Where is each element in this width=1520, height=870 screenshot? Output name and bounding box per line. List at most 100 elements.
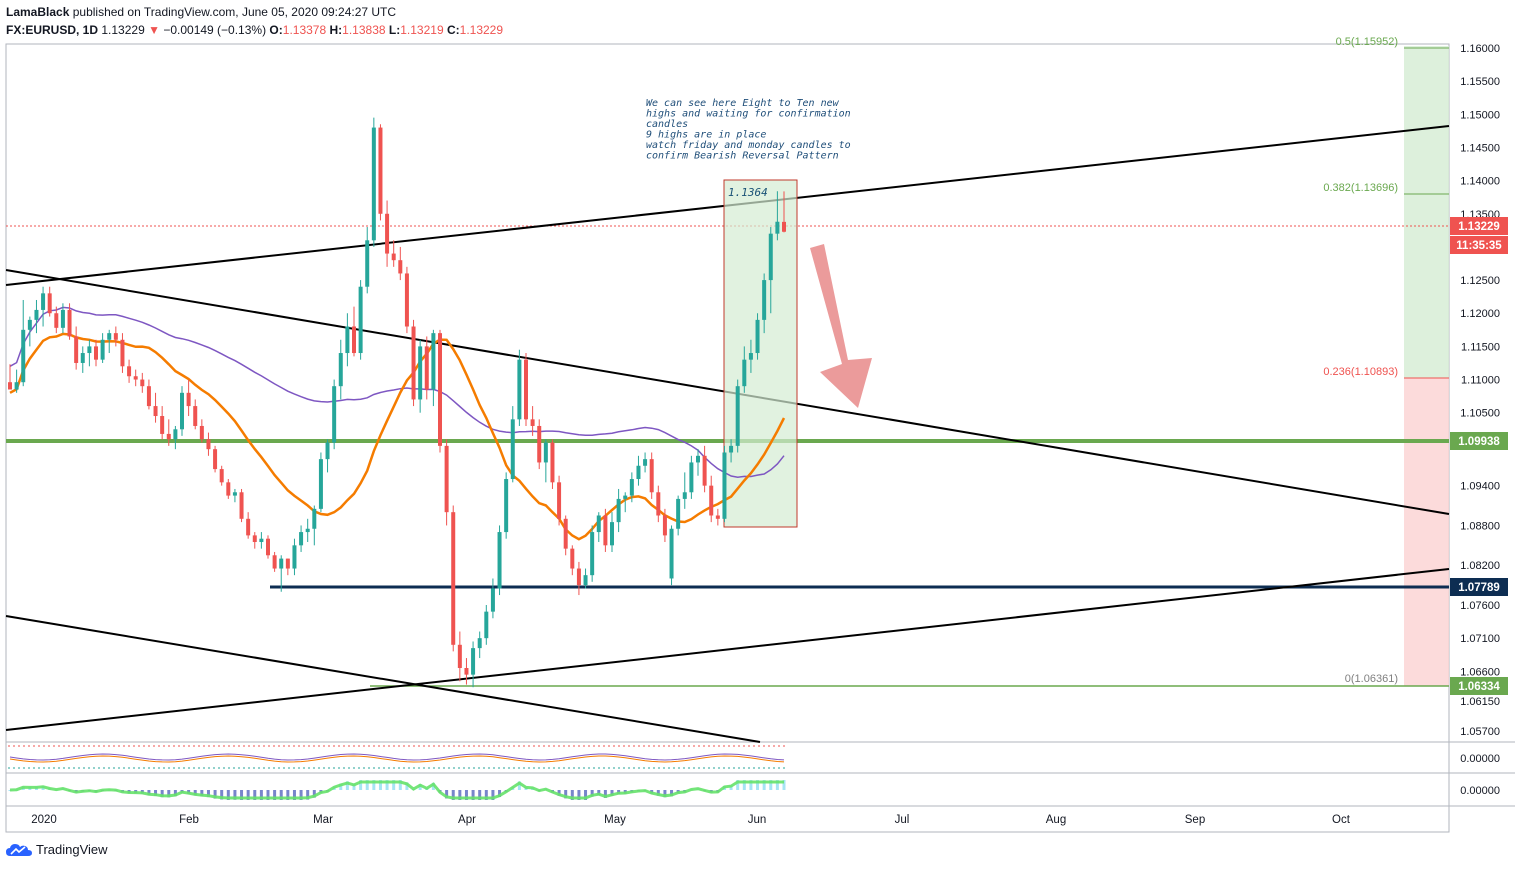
candle-body[interactable]: [729, 445, 734, 453]
candle-body[interactable]: [239, 492, 244, 519]
candle-body[interactable]: [610, 522, 614, 546]
candle-body[interactable]: [629, 479, 634, 496]
candle-body[interactable]: [41, 293, 46, 310]
candle-body[interactable]: [715, 515, 720, 519]
candle-body[interactable]: [180, 392, 184, 430]
candle-body[interactable]: [100, 339, 105, 360]
candle-body[interactable]: [689, 462, 694, 493]
candle-body[interactable]: [292, 545, 297, 569]
candle-body[interactable]: [226, 482, 231, 496]
candle-body[interactable]: [266, 538, 270, 556]
candle-body[interactable]: [160, 416, 165, 434]
candle-body[interactable]: [325, 442, 330, 460]
trendline-bottom-falling[interactable]: [5, 615, 761, 743]
candle-body[interactable]: [570, 548, 575, 569]
candle-body[interactable]: [27, 319, 32, 330]
candle-body[interactable]: [656, 492, 661, 516]
candle-body[interactable]: [457, 644, 462, 669]
candle-body[interactable]: [193, 406, 198, 426]
candle-body[interactable]: [87, 346, 92, 354]
candle-body[interactable]: [682, 492, 687, 499]
candle-body[interactable]: [345, 326, 350, 354]
candle-body[interactable]: [54, 313, 59, 328]
candle-body[interactable]: [299, 532, 304, 546]
candle-body[interactable]: [722, 452, 727, 519]
candle-body[interactable]: [543, 442, 548, 463]
candle-body[interactable]: [338, 353, 343, 387]
candle-body[interactable]: [524, 359, 528, 420]
highlight-box[interactable]: [723, 179, 798, 528]
candle-body[interactable]: [735, 386, 740, 446]
candle-body[interactable]: [424, 346, 429, 390]
candle-body[interactable]: [120, 339, 125, 367]
candle-body[interactable]: [411, 326, 416, 400]
candle-body[interactable]: [636, 465, 641, 480]
candle-body[interactable]: [113, 333, 118, 340]
candle-body[interactable]: [782, 221, 786, 232]
candle-body[interactable]: [385, 213, 390, 254]
candle-body[interactable]: [484, 611, 489, 639]
candle-body[interactable]: [332, 386, 337, 443]
candle-body[interactable]: [775, 221, 780, 234]
candle-body[interactable]: [358, 286, 363, 354]
publisher-name[interactable]: LamaBlack: [6, 5, 70, 19]
candle-body[interactable]: [537, 425, 542, 463]
candle-body[interactable]: [252, 535, 257, 543]
candle-body[interactable]: [649, 459, 654, 493]
candle-body[interactable]: [755, 319, 760, 354]
tradingview-logo[interactable]: TradingView: [6, 842, 108, 857]
candle-body[interactable]: [94, 346, 98, 360]
candle-body[interactable]: [643, 459, 648, 466]
candle-body[interactable]: [279, 558, 284, 569]
candle-body[interactable]: [352, 326, 356, 354]
candle-body[interactable]: [444, 445, 449, 513]
candle-body[interactable]: [259, 538, 264, 543]
symbol-label[interactable]: FX:EURUSD, 1D: [6, 23, 99, 37]
candle-body[interactable]: [696, 455, 700, 463]
candle-body[interactable]: [530, 419, 535, 426]
candle-body[interactable]: [563, 518, 568, 549]
candle-body[interactable]: [391, 253, 396, 261]
candle-body[interactable]: [213, 449, 218, 470]
candle-body[interactable]: [748, 353, 753, 360]
candle-body[interactable]: [318, 459, 323, 509]
candle-body[interactable]: [590, 532, 595, 576]
candle-body[interactable]: [206, 439, 211, 450]
candle-body[interactable]: [14, 382, 19, 390]
candle-body[interactable]: [199, 425, 204, 440]
candle-body[interactable]: [305, 528, 310, 533]
candle-body[interactable]: [246, 518, 251, 536]
candle-body[interactable]: [623, 495, 628, 499]
candle-body[interactable]: [378, 127, 383, 214]
candle-body[interactable]: [576, 568, 581, 586]
candle-body[interactable]: [127, 366, 132, 377]
candle-body[interactable]: [662, 515, 667, 536]
candle-body[interactable]: [431, 333, 436, 390]
candle-body[interactable]: [676, 498, 681, 529]
candle-body[interactable]: [140, 379, 145, 387]
candle-body[interactable]: [47, 293, 52, 314]
candle-body[interactable]: [173, 429, 178, 440]
candle-body[interactable]: [153, 406, 158, 417]
candle-body[interactable]: [517, 359, 522, 420]
candle-body[interactable]: [709, 485, 714, 516]
candle-body[interactable]: [21, 329, 26, 383]
candle-body[interactable]: [490, 588, 495, 612]
candle-body[interactable]: [742, 359, 747, 387]
candle-body[interactable]: [557, 482, 562, 519]
candle-body[interactable]: [312, 508, 317, 529]
candle-body[interactable]: [232, 492, 237, 496]
candle-body[interactable]: [762, 280, 767, 320]
candle-body[interactable]: [471, 648, 476, 675]
candle-body[interactable]: [272, 555, 277, 569]
candle-body[interactable]: [133, 376, 138, 380]
candle-body[interactable]: [166, 433, 171, 440]
candle-body[interactable]: [504, 479, 509, 533]
candle-body[interactable]: [702, 455, 707, 486]
candle-body[interactable]: [451, 512, 456, 645]
candle-body[interactable]: [603, 515, 608, 546]
candle-body[interactable]: [285, 558, 290, 569]
candle-body[interactable]: [477, 638, 482, 649]
